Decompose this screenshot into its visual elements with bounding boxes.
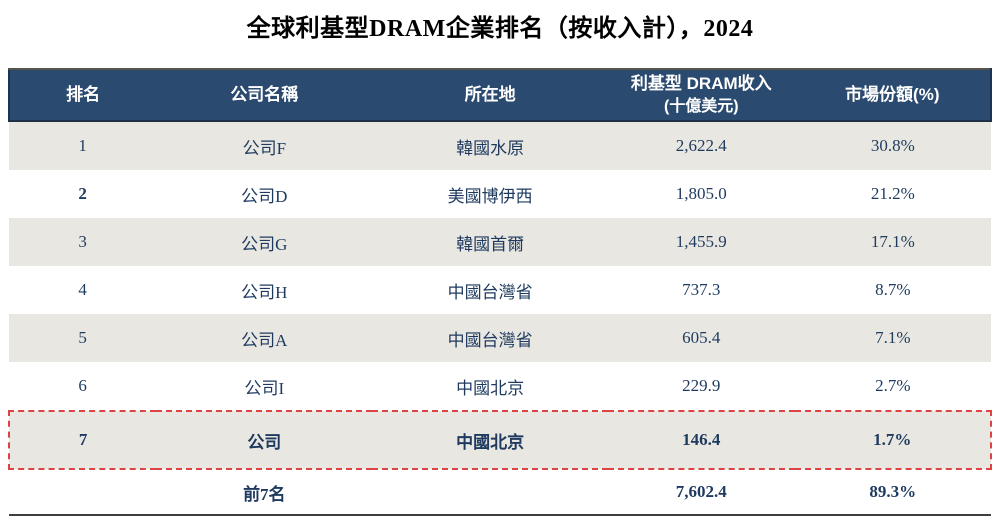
location-cell: 中國北京 — [372, 410, 608, 470]
total-row: 前7名 7,602.4 89.3% — [9, 469, 991, 516]
share-cell: 17.1% — [794, 218, 991, 266]
revenue-cell: 737.3 — [608, 266, 795, 314]
rank-cell: 6 — [9, 362, 157, 411]
column-header-revenue: 利基型 DRAM收入 (十億美元) — [608, 68, 795, 122]
table-row-7-highlighted: 7 公司 中國北京 146.4 1.7% — [7, 410, 993, 470]
table-row-5: 5 公司A 中國台灣省 605.4 7.1% — [9, 314, 991, 362]
rank-cell: 5 — [9, 314, 157, 362]
company-cell: 公司A — [156, 314, 373, 362]
table-body: 1 公司F 韓國水原 2,622.4 30.8% 2 公司D 美國博伊西 1,8… — [7, 121, 993, 516]
rank-cell: 3 — [9, 218, 157, 266]
company-cell: 公司F — [156, 121, 373, 170]
location-cell: 美國博伊西 — [372, 170, 608, 218]
revenue-cell: 1,805.0 — [608, 170, 795, 218]
company-cell: 公司D — [156, 170, 373, 218]
share-cell: 21.2% — [794, 170, 991, 218]
location-cell: 韓國首爾 — [372, 218, 608, 266]
location-cell: 中國北京 — [372, 362, 608, 411]
column-header-rank: 排名 — [7, 68, 157, 122]
dram-ranking-table: 排名 公司名稱 所在地 利基型 DRAM收入 (十億美元) 市場份額(%) 1 … — [7, 68, 993, 516]
location-cell: 韓國水原 — [372, 121, 608, 170]
share-cell: 2.7% — [794, 362, 991, 411]
share-cell: 1.7% — [794, 410, 993, 470]
company-cell: 公司I — [156, 362, 373, 411]
company-cell: 公司H — [156, 266, 373, 314]
revenue-header-line1: 利基型 DRAM收入 — [630, 74, 772, 94]
header-row: 排名 公司名稱 所在地 利基型 DRAM收入 (十億美元) 市場份額(%) — [7, 68, 993, 122]
table-row-2: 2 公司D 美國博伊西 1,805.0 21.2% — [9, 170, 991, 218]
revenue-cell: 146.4 — [608, 410, 795, 470]
table-row-3: 3 公司G 韓國首爾 1,455.9 17.1% — [9, 218, 991, 266]
column-header-company: 公司名稱 — [156, 68, 373, 122]
rank-cell: 4 — [9, 266, 157, 314]
revenue-cell: 605.4 — [608, 314, 795, 362]
total-revenue-cell: 7,602.4 — [608, 469, 795, 516]
total-label-cell: 前7名 — [156, 469, 373, 516]
location-cell: 中國台灣省 — [372, 266, 608, 314]
table-row-4: 4 公司H 中國台灣省 737.3 8.7% — [9, 266, 991, 314]
share-cell: 8.7% — [794, 266, 991, 314]
page-title: 全球利基型DRAM企業排名（按收入計），2024 — [246, 16, 754, 42]
table-header: 排名 公司名稱 所在地 利基型 DRAM收入 (十億美元) 市場份額(%) — [7, 68, 993, 122]
revenue-cell: 1,455.9 — [608, 218, 795, 266]
share-cell: 7.1% — [794, 314, 991, 362]
table-row-1: 1 公司F 韓國水原 2,622.4 30.8% — [9, 121, 991, 170]
revenue-header-line2: (十億美元) — [663, 97, 739, 115]
total-rank-cell — [9, 469, 157, 516]
total-location-cell — [372, 469, 608, 516]
rank-cell: 1 — [9, 121, 157, 170]
table-row-6: 6 公司I 中國北京 229.9 2.7% — [9, 362, 991, 411]
company-cell: 公司G — [156, 218, 373, 266]
rank-cell: 2 — [9, 170, 157, 218]
total-share-cell: 89.3% — [794, 469, 991, 516]
column-header-share: 市場份額(%) — [794, 68, 993, 122]
company-cell: 公司 — [156, 410, 373, 470]
revenue-cell: 229.9 — [608, 362, 795, 411]
rank-cell: 7 — [7, 410, 157, 470]
share-cell: 30.8% — [794, 121, 991, 170]
column-header-location: 所在地 — [372, 68, 608, 122]
revenue-cell: 2,622.4 — [608, 121, 795, 170]
location-cell: 中國台灣省 — [372, 314, 608, 362]
